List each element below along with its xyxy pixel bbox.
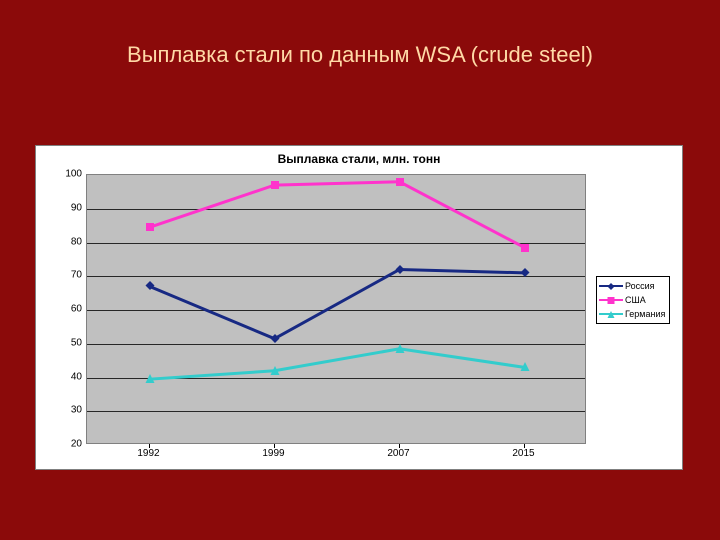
y-tick-label: 40 xyxy=(58,371,82,382)
y-tick-label: 100 xyxy=(58,169,82,180)
x-tick xyxy=(524,444,525,448)
legend-swatch xyxy=(599,295,623,305)
series-line-Россия xyxy=(150,270,525,339)
y-tick-label: 30 xyxy=(58,405,82,416)
marker-США xyxy=(521,239,529,257)
marker-Россия xyxy=(270,330,279,348)
marker-Германия xyxy=(520,358,529,376)
marker-Германия xyxy=(270,362,279,380)
legend-label: США xyxy=(625,295,646,305)
y-tick-label: 70 xyxy=(58,270,82,281)
x-tick-label: 1999 xyxy=(262,448,284,459)
x-tick xyxy=(149,444,150,448)
y-tick-label: 20 xyxy=(58,439,82,450)
marker-Россия xyxy=(145,277,154,295)
slide: Выплавка стали по данным WSA (crude stee… xyxy=(0,0,720,540)
legend: Россия США Германия xyxy=(596,276,670,324)
slide-title: Выплавка стали по данным WSA (crude stee… xyxy=(0,42,720,68)
marker-Германия xyxy=(395,340,404,358)
y-tick-label: 80 xyxy=(58,236,82,247)
legend-label: Россия xyxy=(625,281,655,291)
x-tick xyxy=(274,444,275,448)
marker-США xyxy=(271,176,279,194)
y-tick-label: 60 xyxy=(58,304,82,315)
marker-США xyxy=(396,173,404,191)
series-lines xyxy=(87,175,587,445)
legend-swatch xyxy=(599,309,623,319)
x-tick-label: 2015 xyxy=(512,448,534,459)
marker-США xyxy=(146,218,154,236)
series-line-США xyxy=(150,182,525,248)
marker-Германия xyxy=(145,370,154,388)
legend-swatch xyxy=(599,281,623,291)
x-tick-label: 1992 xyxy=(137,448,159,459)
marker-Россия xyxy=(520,264,529,282)
plot-area xyxy=(86,174,586,444)
legend-item: Германия xyxy=(599,307,665,321)
legend-label: Германия xyxy=(625,309,665,319)
series-line-Германия xyxy=(150,349,525,379)
marker-Россия xyxy=(395,261,404,279)
chart-container: Выплавка стали, млн. тонн Россия США Герма… xyxy=(35,145,683,470)
x-tick xyxy=(399,444,400,448)
y-tick-label: 50 xyxy=(58,337,82,348)
x-tick-label: 2007 xyxy=(387,448,409,459)
y-tick-label: 90 xyxy=(58,202,82,213)
chart-title: Выплавка стали, млн. тонн xyxy=(36,152,682,166)
